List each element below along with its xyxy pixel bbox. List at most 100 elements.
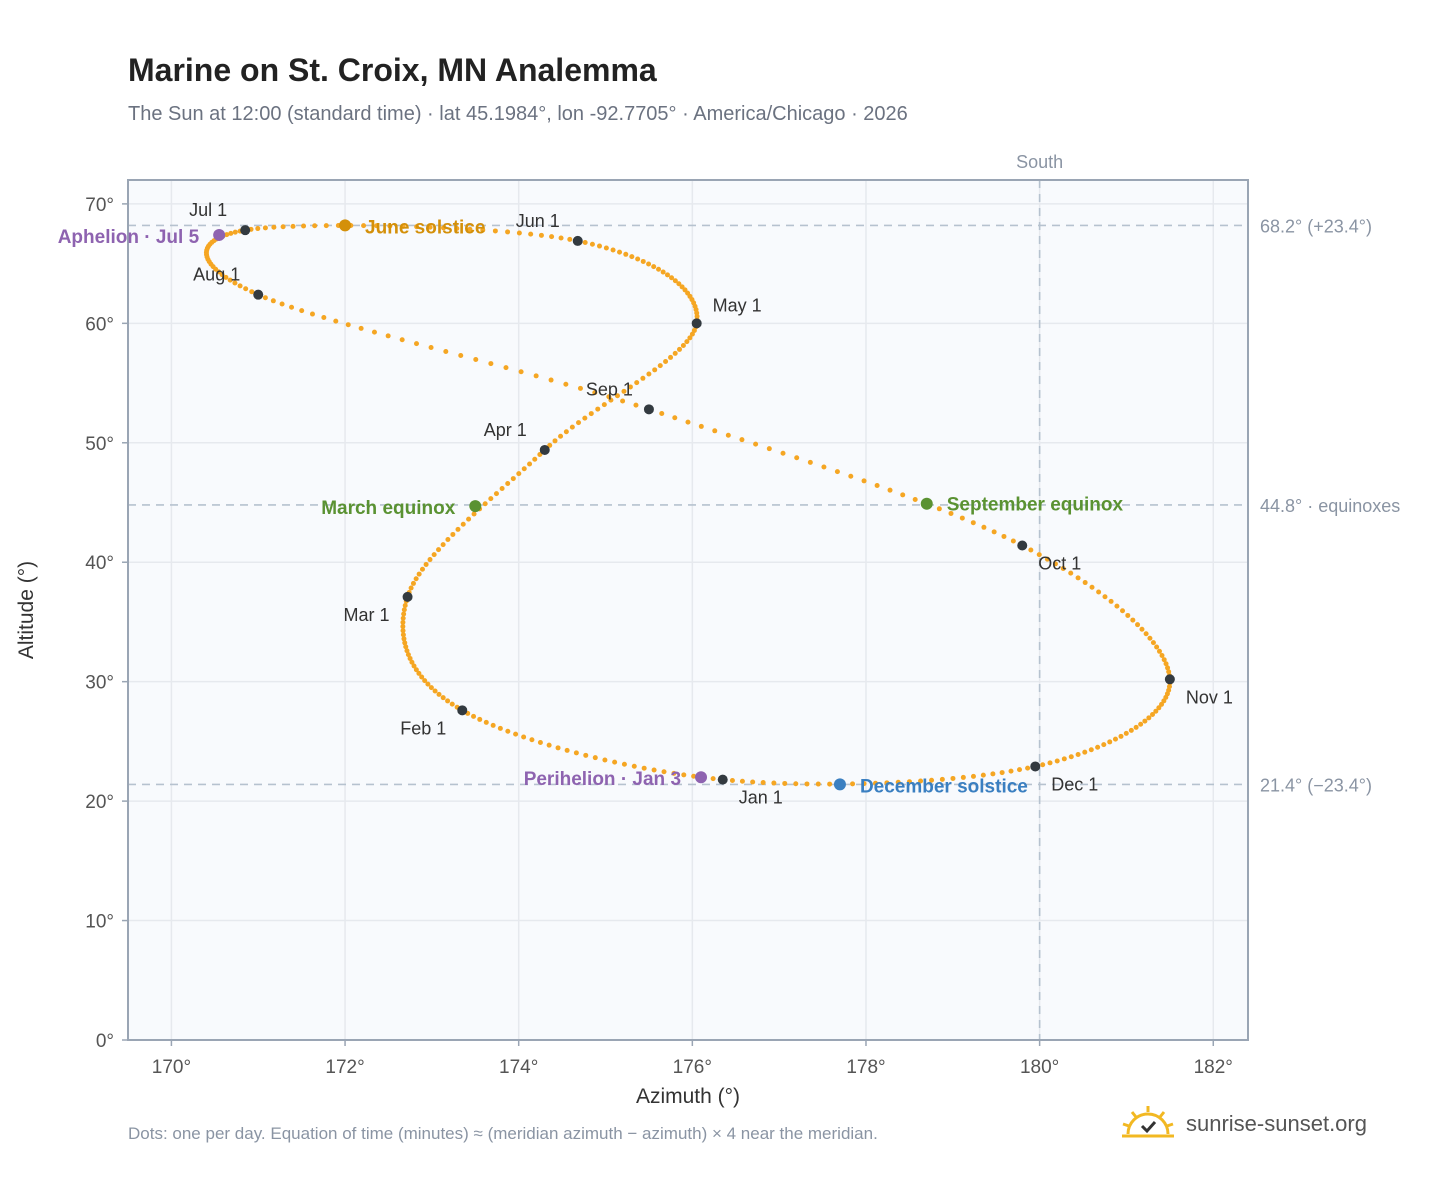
daily-dot bbox=[646, 371, 652, 377]
daily-dot bbox=[408, 585, 414, 591]
daily-dot bbox=[416, 571, 422, 577]
daily-dot bbox=[441, 225, 447, 231]
brand[interactable]: sunrise-sunset.org bbox=[1120, 1104, 1367, 1144]
daily-dot bbox=[445, 537, 451, 543]
daily-dot bbox=[279, 301, 285, 307]
month-label: Dec 1 bbox=[1051, 774, 1098, 794]
daily-dot bbox=[564, 747, 570, 753]
daily-dot bbox=[270, 298, 276, 304]
daily-dot bbox=[936, 506, 942, 512]
daily-dot bbox=[872, 780, 878, 786]
daily-dot bbox=[521, 466, 527, 472]
daily-dot bbox=[912, 496, 918, 502]
x-tick-label: 178° bbox=[846, 1057, 885, 1078]
daily-dot bbox=[385, 333, 391, 339]
daily-dot bbox=[419, 566, 425, 572]
daily-dot bbox=[1135, 622, 1141, 628]
event-marker bbox=[339, 219, 352, 232]
daily-dot bbox=[834, 469, 840, 475]
daily-dot bbox=[1102, 594, 1108, 600]
daily-dot bbox=[804, 781, 810, 787]
month-label: Jun 1 bbox=[516, 211, 560, 231]
daily-dot bbox=[255, 226, 261, 232]
daily-dot bbox=[458, 352, 464, 358]
y-tick-label: 30° bbox=[85, 673, 114, 694]
daily-dot bbox=[1161, 657, 1167, 663]
y-tick-label: 50° bbox=[85, 434, 114, 455]
daily-dot bbox=[582, 415, 588, 421]
daily-dot bbox=[970, 520, 976, 526]
daily-dot bbox=[440, 542, 446, 548]
month-marker bbox=[402, 591, 413, 602]
daily-dot bbox=[698, 423, 704, 429]
daily-dot bbox=[216, 269, 222, 275]
daily-dot bbox=[592, 755, 598, 761]
daily-dot bbox=[497, 725, 503, 731]
daily-dot bbox=[1108, 598, 1114, 604]
daily-dot bbox=[1095, 744, 1101, 750]
daily-dot bbox=[402, 640, 408, 646]
event-marker bbox=[695, 771, 708, 784]
daily-dot bbox=[473, 357, 479, 363]
x-tick-label: 174° bbox=[499, 1057, 538, 1078]
daily-dot bbox=[610, 247, 616, 253]
daily-dot bbox=[1133, 724, 1139, 730]
daily-dot bbox=[513, 731, 519, 737]
daily-dot bbox=[685, 419, 691, 425]
daily-dot bbox=[1052, 561, 1058, 567]
daily-dot bbox=[980, 772, 986, 778]
daily-dot bbox=[436, 691, 442, 697]
daily-dot bbox=[428, 685, 434, 691]
daily-dot bbox=[1044, 556, 1050, 562]
daily-dot bbox=[1143, 631, 1149, 637]
daily-dot bbox=[1147, 635, 1153, 641]
daily-dot bbox=[431, 552, 437, 558]
daily-dot bbox=[999, 770, 1005, 776]
x-tick-label: 170° bbox=[152, 1057, 191, 1078]
daily-dot bbox=[1008, 768, 1014, 774]
daily-dot bbox=[1120, 608, 1126, 614]
markers: Jan 1 Feb 1 Mar 1 Apr 1 May 1 Jun 1 Jul 1 Aug 1… bbox=[58, 200, 1233, 807]
daily-dot bbox=[950, 775, 956, 781]
daily-dot bbox=[939, 776, 945, 782]
daily-dot bbox=[503, 365, 509, 371]
daily-dot bbox=[416, 670, 422, 676]
daily-dot bbox=[516, 230, 522, 236]
daily-dot bbox=[627, 384, 633, 390]
daily-dot bbox=[725, 432, 731, 438]
daily-dot bbox=[537, 739, 543, 745]
month-marker bbox=[1164, 674, 1175, 685]
daily-dot bbox=[401, 607, 407, 613]
daily-dot bbox=[1075, 575, 1081, 581]
daily-dot bbox=[374, 223, 380, 229]
daily-dot bbox=[1068, 754, 1074, 760]
daily-dot bbox=[400, 628, 406, 634]
daily-dot bbox=[445, 698, 451, 704]
x-tick-label: 180° bbox=[1020, 1057, 1059, 1078]
daily-dot bbox=[400, 615, 406, 621]
daily-dot bbox=[671, 770, 677, 776]
daily-dot bbox=[664, 272, 670, 278]
daily-dot bbox=[413, 667, 419, 673]
daily-dot bbox=[440, 695, 446, 701]
daily-dot bbox=[483, 719, 489, 725]
daily-dot bbox=[918, 778, 924, 784]
daily-dot bbox=[1082, 580, 1088, 586]
daily-dot bbox=[1146, 715, 1152, 721]
daily-dot bbox=[753, 441, 759, 447]
daily-dot bbox=[592, 390, 598, 396]
month-label: May 1 bbox=[713, 295, 762, 315]
daily-dot bbox=[527, 461, 533, 467]
month-marker bbox=[572, 235, 583, 246]
daily-dot bbox=[361, 223, 367, 229]
daily-dot bbox=[518, 369, 524, 375]
month-marker bbox=[1017, 540, 1028, 551]
daily-dot bbox=[617, 249, 623, 255]
daily-dot bbox=[409, 659, 415, 665]
daily-dot bbox=[623, 251, 629, 257]
daily-dot bbox=[815, 781, 821, 787]
event-label: December solstice bbox=[860, 776, 1028, 797]
daily-dot bbox=[1139, 626, 1145, 632]
daily-dot bbox=[621, 388, 627, 394]
